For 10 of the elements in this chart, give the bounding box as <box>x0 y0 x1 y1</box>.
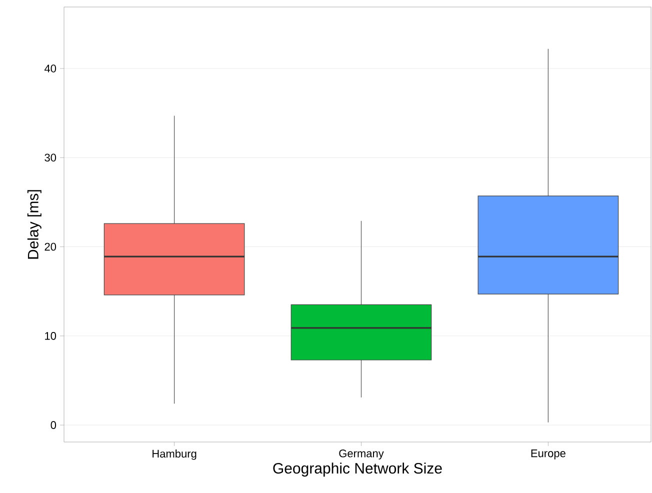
x-tick-label: Europe <box>531 450 566 460</box>
x-axis-title: Geographic Network Size <box>273 462 442 477</box>
x-tick-label: Hamburg <box>152 450 196 460</box>
y-tick-label: 0 <box>50 421 56 429</box>
y-axis-title: Delay [ms] <box>27 190 42 259</box>
x-tick-label: Germany <box>339 450 384 460</box>
y-tick-label: 10 <box>45 332 56 340</box>
y-tick-label: 20 <box>44 242 56 251</box>
y-tick-label: 40 <box>44 64 56 72</box>
y-tick-label: 30 <box>44 154 56 162</box>
